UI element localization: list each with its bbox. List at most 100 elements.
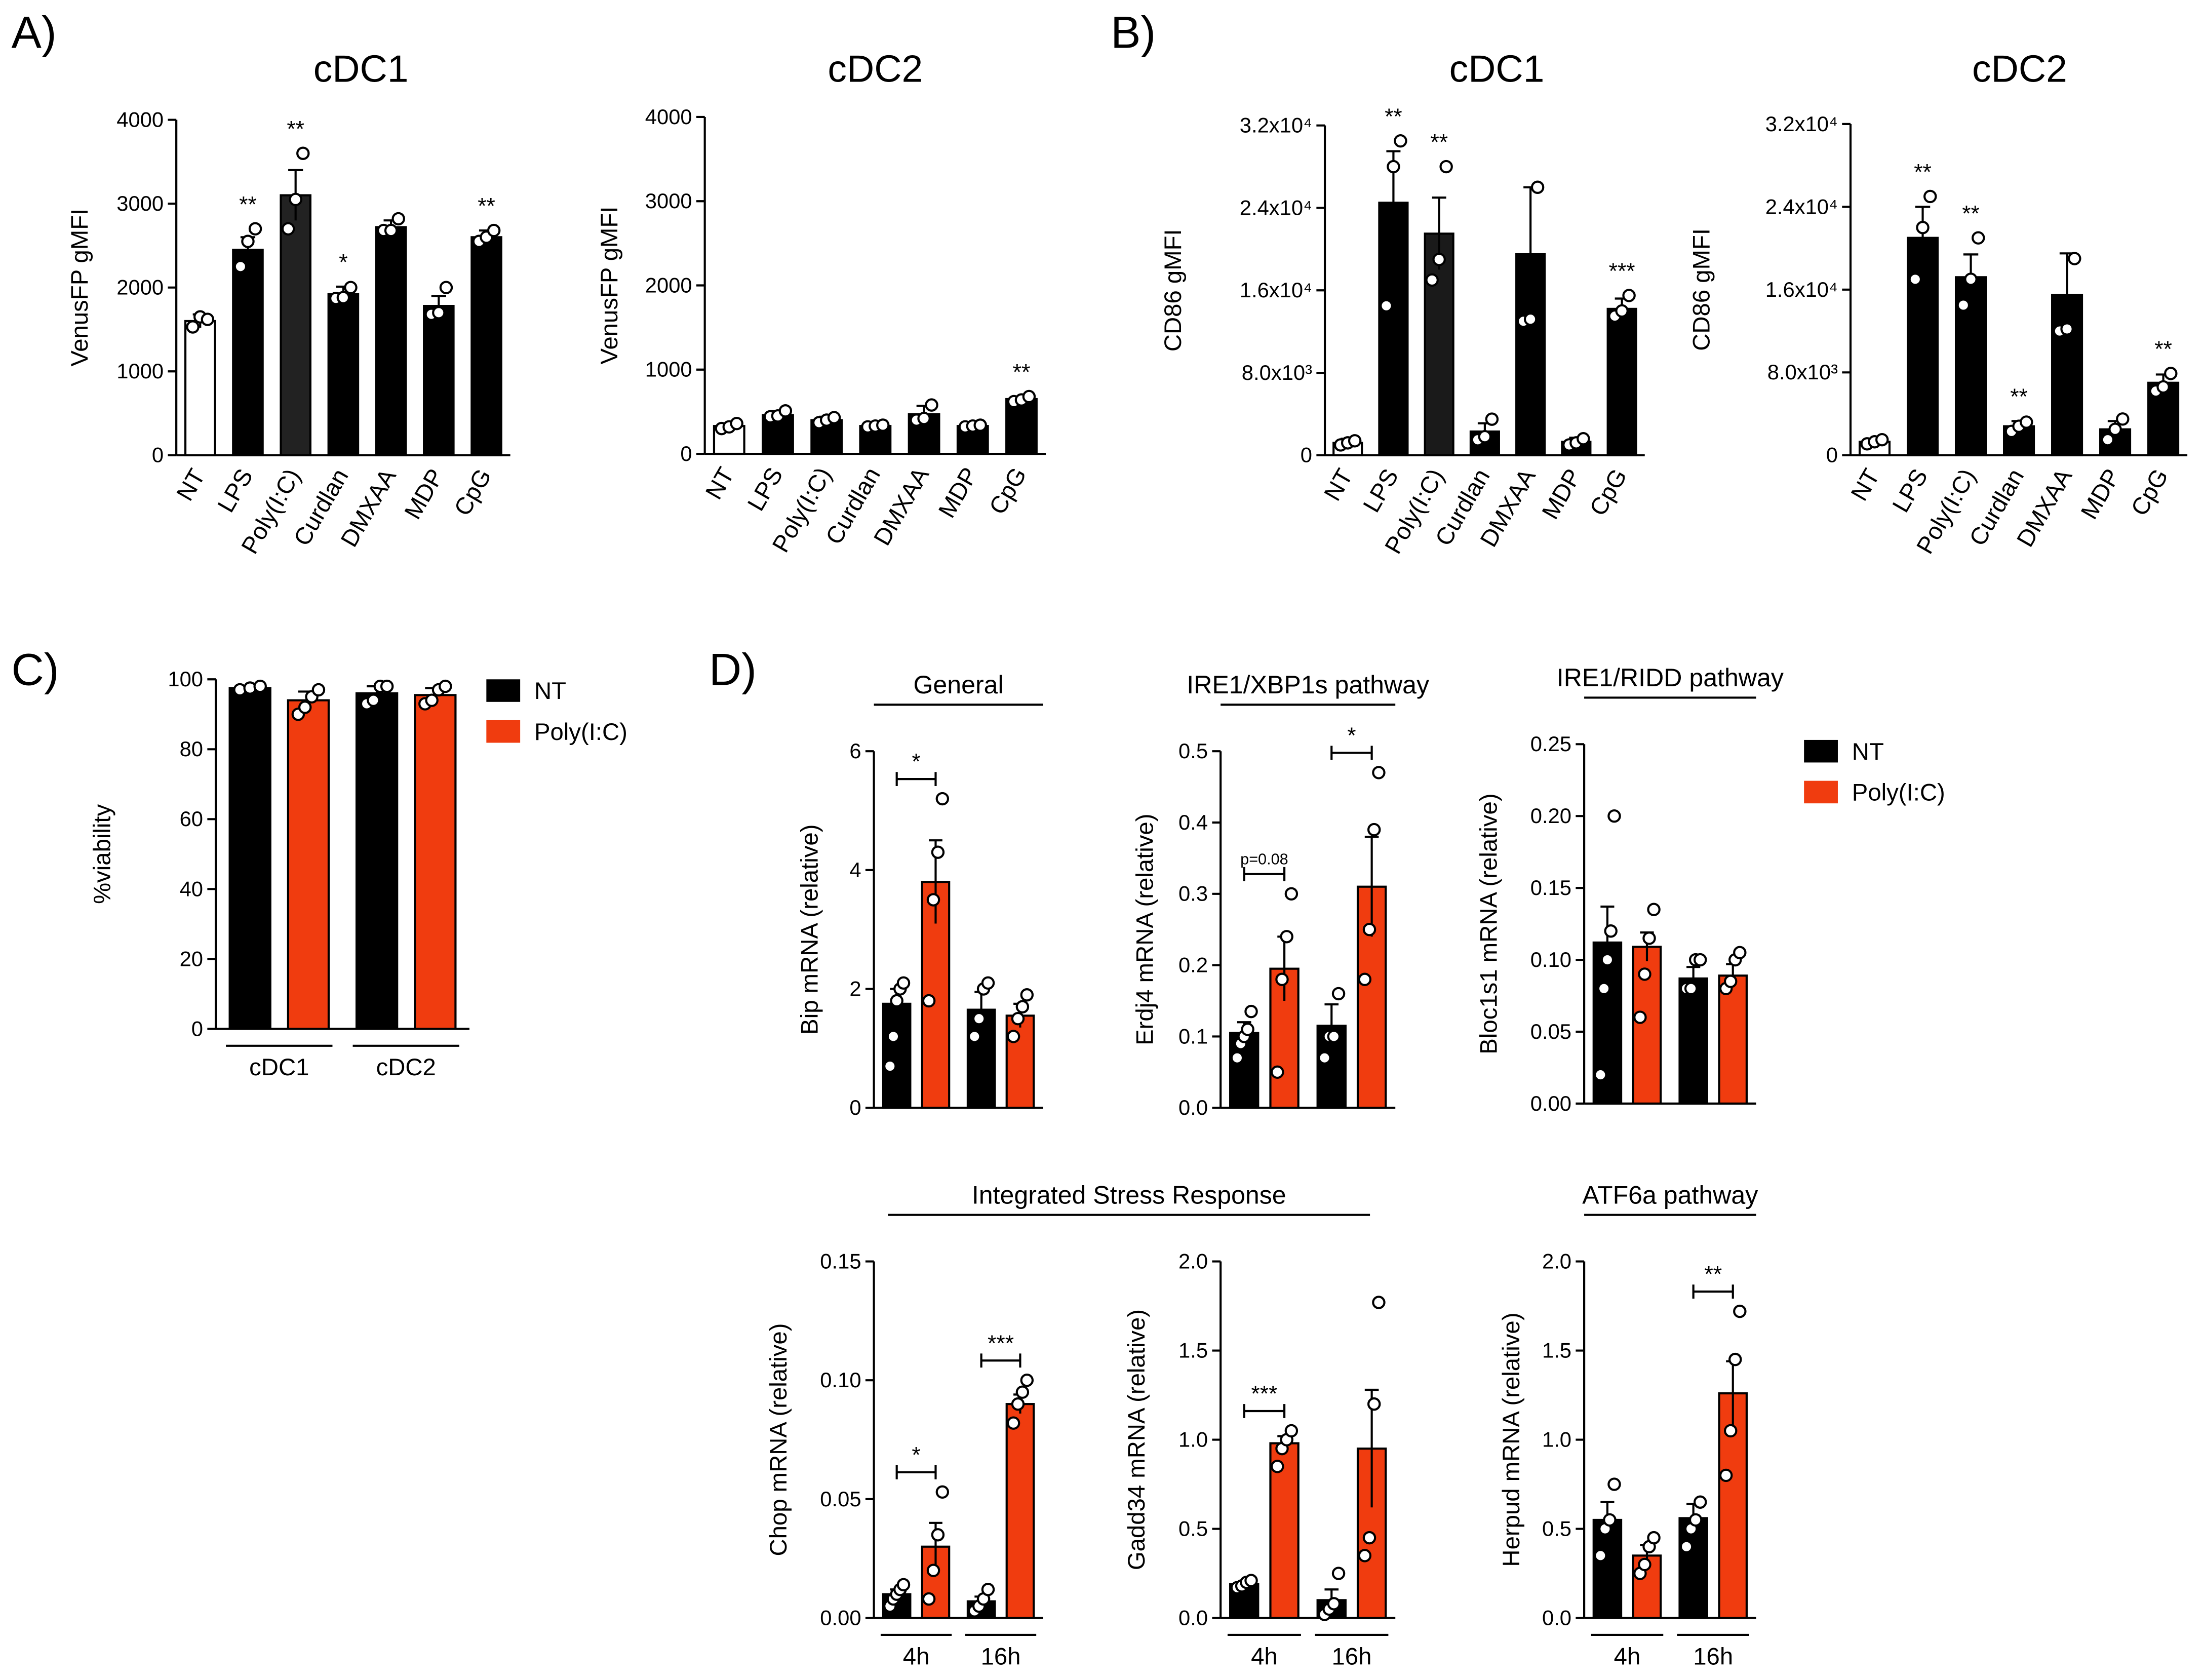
data-point (926, 1564, 940, 1577)
data-point (1271, 1460, 1284, 1473)
y-tick-label: 1000 (116, 359, 164, 383)
x-tick-label: 4h (903, 1643, 930, 1670)
y-tick-label: 0.25 (1530, 732, 1571, 756)
data-point (1597, 982, 1611, 996)
data-point (1647, 1531, 1661, 1545)
data-point (1380, 299, 1393, 312)
data-point (1327, 1597, 1341, 1611)
y-tick-label: 1.6x10⁴ (1765, 278, 1838, 301)
y-tick-label: 1.5 (1178, 1338, 1208, 1362)
bar (287, 699, 330, 1030)
data-point (1688, 1513, 1703, 1527)
data-point (1633, 1010, 1647, 1024)
group-label: IRE1/RIDD pathway (1557, 663, 1784, 692)
data-point (935, 1485, 950, 1499)
data-point (1367, 823, 1381, 837)
data-point (1394, 134, 1407, 148)
data-point (296, 146, 310, 160)
significance-bracket (980, 1353, 1021, 1368)
data-point (1284, 1424, 1299, 1438)
data-point (336, 291, 350, 304)
data-point (1006, 1416, 1020, 1430)
data-point (931, 1528, 945, 1542)
x-tick-label: 4h (1614, 1643, 1641, 1670)
data-point (2020, 415, 2033, 429)
significance: ** (287, 116, 304, 141)
group-label: ATF6a pathway (1582, 1181, 1758, 1209)
data-point (1875, 433, 1889, 447)
legend-swatch (1804, 780, 1838, 804)
data-point (730, 416, 743, 431)
data-point (896, 1578, 911, 1592)
data-point (973, 418, 987, 432)
data-point (289, 192, 302, 207)
data-point (311, 683, 326, 697)
y-tick-label: 0.05 (820, 1487, 861, 1511)
x-tick-label: LPS (742, 463, 789, 516)
bar (1005, 1403, 1035, 1619)
data-point (1230, 1051, 1244, 1065)
data-point (1348, 434, 1362, 448)
legend-swatch (1804, 739, 1838, 763)
bar (470, 236, 502, 456)
significance: *** (988, 1331, 1014, 1356)
y-tick-label: 3.2x10⁴ (1765, 112, 1838, 136)
panel-label: C) (12, 644, 59, 694)
data-point (1577, 432, 1590, 446)
y-tick-label: 2.0 (1542, 1249, 1571, 1273)
bar (1678, 977, 1708, 1105)
data-point (827, 411, 841, 424)
data-point (1723, 1424, 1738, 1438)
data-point (1006, 1030, 1020, 1043)
y-tick-label: 2.4x10⁴ (1240, 196, 1312, 219)
chart-title: cDC1 (1449, 47, 1545, 90)
y-tick-label: 1000 (645, 358, 692, 381)
data-point (981, 1583, 995, 1596)
y-axis-label: Erdj4 mRNA (relative) (1132, 814, 1159, 1045)
data-point (281, 222, 295, 236)
y-tick-label: 0.00 (820, 1606, 861, 1629)
y-tick-label: 40 (180, 877, 203, 901)
panel-label: A) (12, 7, 57, 58)
bar (1906, 237, 1939, 456)
y-tick-label: 0.1 (1178, 1024, 1208, 1048)
data-point (1908, 272, 1922, 286)
data-point (1015, 1000, 1030, 1013)
data-point (2164, 367, 2178, 380)
bar (414, 694, 457, 1030)
y-axis-label: VenusFP gMFI (596, 207, 623, 365)
data-point (925, 398, 938, 412)
data-point (1362, 922, 1376, 936)
data-point (972, 1011, 986, 1026)
significance: * (912, 1442, 920, 1467)
significance: ** (1430, 130, 1448, 155)
data-point (2156, 380, 2170, 394)
data-point (1530, 180, 1545, 194)
y-tick-label: 100 (168, 667, 203, 691)
data-point (935, 792, 950, 806)
y-tick-label: 0.4 (1178, 810, 1208, 834)
legend-label: Poly(I:C) (1852, 779, 1945, 806)
bar (423, 305, 455, 456)
x-tick-label: NT (171, 464, 210, 505)
y-tick-label: 6 (849, 739, 861, 763)
data-point (2060, 322, 2074, 336)
x-tick-label: CpG (984, 463, 1032, 519)
data-point (432, 306, 446, 320)
data-point (1642, 931, 1656, 945)
group-label: IRE1/XBP1s pathway (1187, 671, 1429, 699)
bar (1515, 253, 1546, 456)
data-point (1022, 389, 1036, 404)
chart-title: cDC2 (828, 47, 923, 90)
data-point (981, 976, 995, 990)
bar (355, 692, 399, 1030)
data-point (186, 320, 200, 334)
data-point (1723, 974, 1738, 988)
chart-title: cDC1 (313, 47, 409, 90)
y-tick-label: 60 (180, 807, 203, 831)
bar (327, 293, 360, 456)
data-point (1485, 412, 1499, 426)
y-tick-label: 0 (849, 1096, 861, 1119)
y-axis-label: Chop mRNA (relative) (765, 1323, 792, 1556)
data-point (922, 994, 936, 1008)
